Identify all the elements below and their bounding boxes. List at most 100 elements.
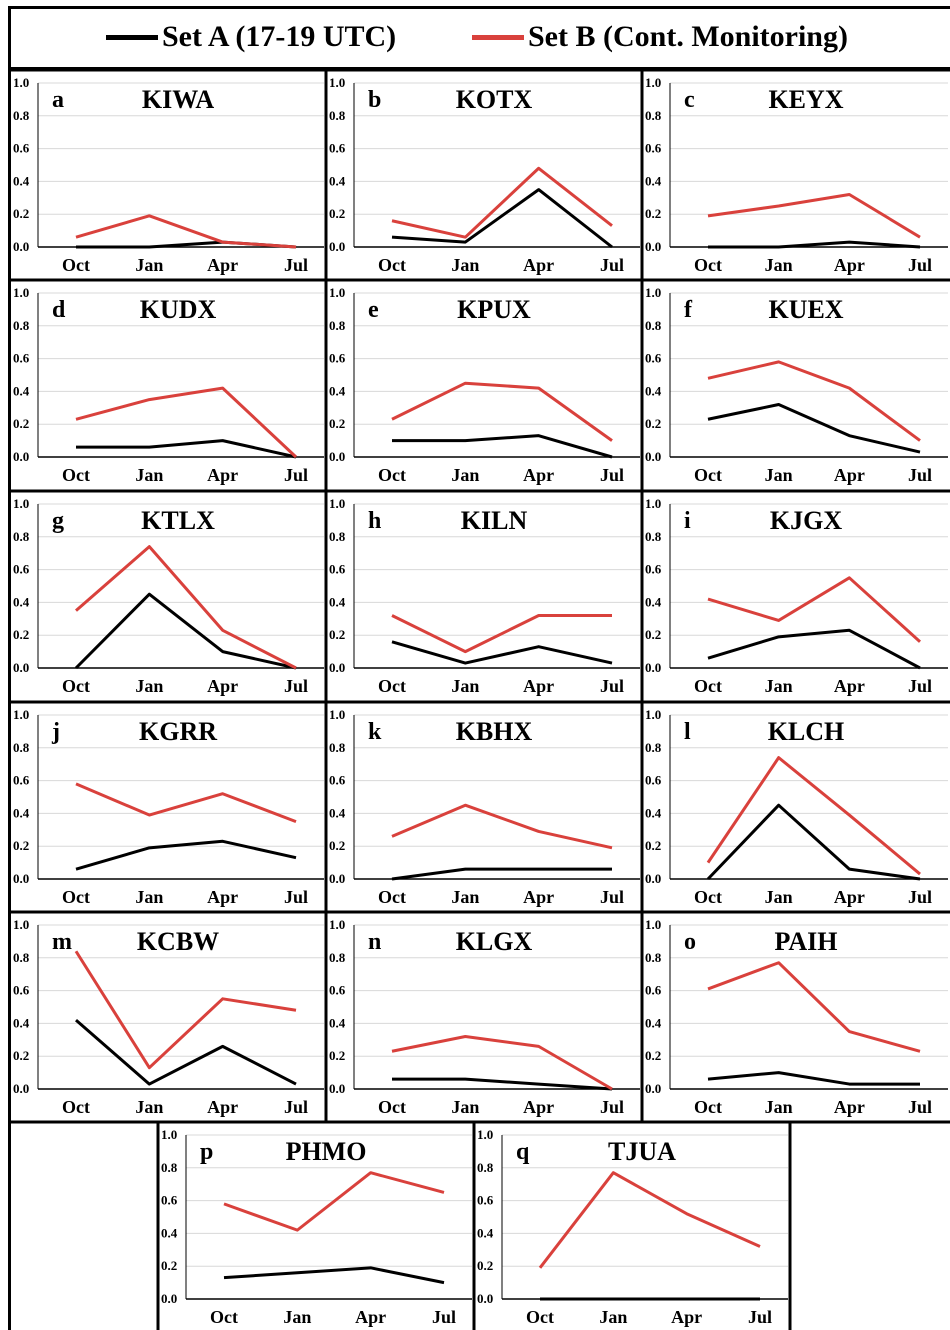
y-tick-label: 0.4 xyxy=(13,1015,30,1030)
x-tick-label: Jan xyxy=(765,1097,793,1117)
y-tick-label: 0.8 xyxy=(13,950,30,965)
x-tick-label: Oct xyxy=(694,255,722,275)
y-tick-label: 0.8 xyxy=(329,318,346,333)
y-tick-label: 0.6 xyxy=(329,983,346,998)
series-line-set-a xyxy=(392,434,613,459)
y-tick-label: 0.8 xyxy=(13,740,30,755)
x-tick-label: Oct xyxy=(62,676,90,696)
y-tick-label: 0.4 xyxy=(645,383,662,398)
y-tick-label: 1.0 xyxy=(645,496,661,511)
series-line-set-b xyxy=(707,360,921,442)
panel-title: PHMO xyxy=(286,1137,367,1166)
x-tick-label: Oct xyxy=(62,465,90,485)
y-tick-label: 0.4 xyxy=(13,173,30,188)
y-tick-label: 0.0 xyxy=(645,1081,661,1096)
x-tick-label: Oct xyxy=(694,676,722,696)
y-tick-label: 0.4 xyxy=(329,805,346,820)
y-tick-label: 0.2 xyxy=(645,1048,661,1063)
panel-p: 0.0 0.2 0.4 0.6 0.8 1.0 Oct Jan Apr Jul p PHMO xyxy=(161,1127,472,1327)
panel-letter: n xyxy=(368,929,381,955)
y-tick-label: 0.2 xyxy=(645,206,661,221)
x-tick-label: Jul xyxy=(284,887,308,907)
panel-title: KLGX xyxy=(456,927,533,956)
legend-item-set-a: Set A (17-19 UTC) xyxy=(106,20,396,54)
panel-letter: c xyxy=(684,87,695,113)
y-tick-label: 1.0 xyxy=(645,917,661,932)
y-tick-label: 1.0 xyxy=(161,1127,177,1142)
x-tick-label: Jul xyxy=(600,676,624,696)
y-tick-label: 0.2 xyxy=(13,838,29,853)
panel-letter: m xyxy=(52,929,72,955)
panel-letter: a xyxy=(52,87,64,113)
y-tick-label: 0.6 xyxy=(645,983,662,998)
panel-f: 0.0 0.2 0.4 0.6 0.8 1.0 Oct Jan Apr Jul f KUEX xyxy=(645,285,948,485)
y-tick-label: 0.4 xyxy=(645,805,662,820)
y-tick-label: 0.4 xyxy=(329,383,346,398)
x-tick-label: Jul xyxy=(284,1097,308,1117)
y-tick-label: 0.0 xyxy=(13,449,29,464)
y-tick-label: 1.0 xyxy=(13,285,29,300)
x-tick-label: Jan xyxy=(765,676,793,696)
y-tick-label: 0.4 xyxy=(645,173,662,188)
x-tick-label: Jul xyxy=(908,465,932,485)
y-tick-label: 0.2 xyxy=(13,1048,29,1063)
x-tick-label: Jul xyxy=(284,465,308,485)
y-tick-label: 1.0 xyxy=(645,285,661,300)
x-tick-label: Apr xyxy=(523,676,554,696)
series-line-set-b xyxy=(75,782,297,824)
y-tick-label: 0.4 xyxy=(645,594,662,609)
x-tick-label: Jul xyxy=(600,255,624,275)
x-tick-label: Apr xyxy=(834,255,865,275)
y-tick-label: 0.8 xyxy=(477,1160,494,1175)
x-tick-label: Apr xyxy=(207,255,238,275)
y-tick-label: 0.0 xyxy=(13,660,29,675)
series-line-set-a xyxy=(392,1077,613,1091)
y-tick-label: 0.6 xyxy=(161,1193,178,1208)
series-line-set-a xyxy=(391,867,612,881)
x-tick-label: Jan xyxy=(135,887,163,907)
panel-title: KCBW xyxy=(137,927,219,956)
series-line-set-b xyxy=(223,1171,445,1232)
x-tick-label: Apr xyxy=(207,676,238,696)
panel-title: KIWA xyxy=(142,85,214,114)
series-line-set-a xyxy=(708,240,921,249)
y-tick-label: 0.6 xyxy=(329,562,346,577)
x-tick-label: Jan xyxy=(135,676,163,696)
x-tick-label: Oct xyxy=(378,465,406,485)
y-tick-label: 0.2 xyxy=(13,416,29,431)
y-tick-label: 0.0 xyxy=(329,449,345,464)
y-tick-label: 0.0 xyxy=(329,660,345,675)
series-line-set-b xyxy=(74,950,297,1070)
x-tick-label: Oct xyxy=(378,255,406,275)
y-tick-label: 0.2 xyxy=(477,1258,493,1273)
series-line-set-a xyxy=(707,628,921,670)
series-line-set-a xyxy=(706,803,921,881)
x-tick-label: Jul xyxy=(908,1097,932,1117)
panel-title: KUDX xyxy=(140,295,217,324)
x-tick-label: Jul xyxy=(908,255,932,275)
y-tick-label: 0.8 xyxy=(645,740,662,755)
panel-letter: i xyxy=(684,508,691,534)
x-tick-label: Oct xyxy=(378,676,406,696)
series-line-set-b xyxy=(391,614,612,654)
panel-letter: d xyxy=(52,297,66,323)
y-tick-label: 0.6 xyxy=(13,983,30,998)
x-tick-label: Jan xyxy=(451,465,479,485)
y-tick-label: 0.6 xyxy=(329,773,346,788)
panel-letter: o xyxy=(684,929,696,955)
y-tick-label: 1.0 xyxy=(645,707,661,722)
y-tick-label: 0.6 xyxy=(645,141,662,156)
x-tick-label: Oct xyxy=(62,255,90,275)
series-line-set-b xyxy=(75,214,297,249)
y-tick-label: 0.0 xyxy=(13,871,29,886)
panel-title: KEYX xyxy=(768,85,843,114)
legend-swatch-set-a xyxy=(106,34,158,40)
y-tick-label: 0.6 xyxy=(13,562,30,577)
x-tick-label: Oct xyxy=(694,1097,722,1117)
y-tick-label: 0.8 xyxy=(645,529,662,544)
panel-title: KJGX xyxy=(770,506,842,535)
x-tick-label: Jan xyxy=(451,887,479,907)
y-tick-label: 1.0 xyxy=(329,707,345,722)
panel-letter: l xyxy=(684,719,691,745)
y-tick-label: 0.8 xyxy=(161,1160,178,1175)
